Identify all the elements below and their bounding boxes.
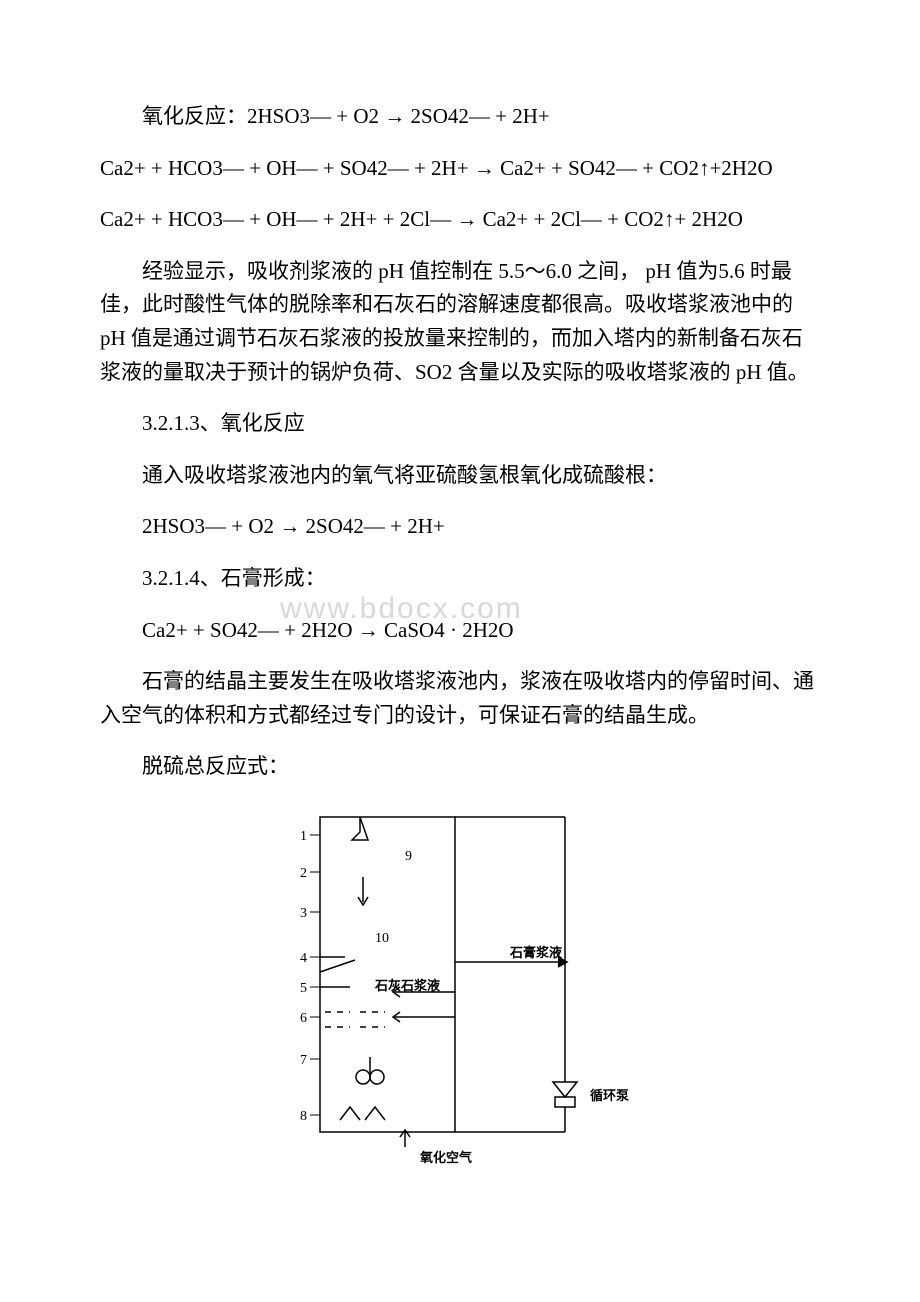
para-equation-5: Ca2+ + SO42— + 2H2O → CaSO4 · 2H2O [100,614,820,648]
num-9: 9 [405,849,412,864]
num-4: 4 [300,951,307,966]
num-2: 2 [300,866,307,881]
num-10: 10 [375,931,389,946]
para-equation-4: 2HSO3— + O2 → 2SO42— + 2H+ [100,510,820,544]
tower-outline [320,817,455,1132]
flow-diagram: 1 2 3 4 5 6 7 8 9 10 石膏浆液 石灰石浆液 循环泵 氧化空气 [245,802,675,1172]
label-gypsum: 石膏浆液 [509,945,562,960]
para-oxidation-reaction: 氧化反应：2HSO3— + O2 → 2SO42— + 2H+ [100,100,820,134]
agitator-blade-right [370,1070,384,1084]
para-equation-2: Ca2+ + HCO3— + OH— + SO42— + 2H+ → Ca2+ … [100,152,820,186]
spray-nozzle-icon [352,817,368,840]
label-limestone: 石灰石浆液 [374,978,440,993]
bottom-v-2 [365,1107,385,1120]
para-section-3213: 3.2.1.3、氧化反应 [100,407,820,441]
para-equation-3: Ca2+ + HCO3— + OH— + 2H+ + 2Cl— → Ca2+ +… [100,203,820,237]
para-ph-description: 经验显示，吸收剂浆液的 pH 值控制在 5.5～6.0 之间， pH 值为5.6… [100,255,820,389]
para-section-3214: 3.2.1.4、石膏形成： [100,562,820,596]
num-3: 3 [300,906,307,921]
num-6: 6 [300,1011,307,1026]
label-pump: 循环泵 [590,1088,629,1103]
para-oxidation-desc: 通入吸收塔浆液池内的氧气将亚硫酸氢根氧化成硫酸根： [100,459,820,493]
pump-base [555,1097,575,1107]
para-total-reaction: 脱硫总反应式： [100,750,820,784]
num-7: 7 [300,1053,307,1068]
num-1: 1 [300,829,307,844]
agitator-blade-left [356,1070,370,1084]
bottom-v-1 [340,1107,360,1120]
para-gypsum-desc: 石膏的结晶主要发生在吸收塔浆液池内，浆液在吸收塔内的停留时间、通入空气的体积和方… [100,665,820,732]
flow-diagram-container: 1 2 3 4 5 6 7 8 9 10 石膏浆液 石灰石浆液 循环泵 氧化空气 [100,802,820,1172]
pump-triangle [553,1082,577,1097]
num-8: 8 [300,1109,307,1124]
level-line-4b [320,960,355,972]
label-air: 氧化空气 [419,1150,472,1165]
num-5: 5 [300,981,307,996]
